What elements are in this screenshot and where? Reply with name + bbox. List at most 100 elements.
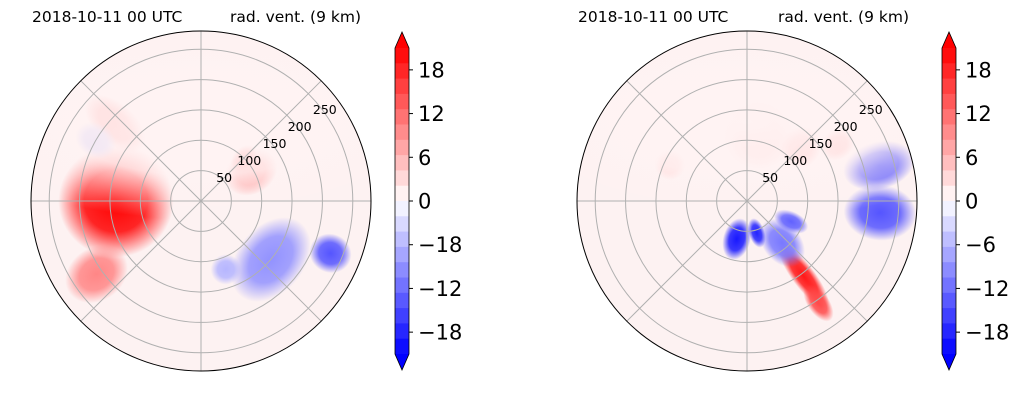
panel-title-date: 2018-10-11 00 UTC: [32, 8, 183, 26]
colorbar-band: [942, 246, 956, 263]
colorbar-tick-label: 0: [965, 190, 978, 214]
colorbar-tick-label: −6: [965, 233, 996, 257]
colorbar-band: [395, 63, 409, 80]
colorbar-band: [942, 338, 956, 355]
panel-title-date: 2018-10-11 00 UTC: [578, 8, 729, 26]
colorbar-tick-label: −12: [965, 277, 1009, 301]
colorbar-extend-min: [942, 354, 956, 370]
field-layer: [31, 31, 371, 371]
colorbar-band: [395, 124, 409, 141]
colorbar-band: [395, 308, 409, 324]
azimuth-line: [746, 200, 868, 322]
colorbar-band: [942, 155, 956, 171]
polar-grid: [31, 31, 371, 371]
plot-boundary: [30, 30, 372, 372]
colorbar-extend-max: [942, 32, 956, 48]
radar-panel: 2018-10-11 00 UTC rad. vent. (9 km) 50 10…: [30, 8, 462, 372]
panel-title-variable: rad. vent. (9 km): [778, 8, 909, 26]
colorbar-band: [942, 216, 956, 233]
colorbar-band: [395, 231, 409, 248]
colorbar-tick-label: 12: [965, 102, 992, 126]
azimuth-line: [80, 200, 202, 322]
colorbar-band: [942, 63, 956, 80]
colorbar-band: [395, 185, 409, 202]
azimuth-line: [746, 80, 868, 202]
colorbar-band: [395, 93, 409, 110]
colorbar-band: [395, 109, 409, 125]
colorbar-tick-label: 18: [418, 58, 445, 82]
range-tick-label: 50: [762, 170, 778, 185]
plot-boundary: [576, 30, 918, 372]
colorbar-band: [395, 139, 409, 156]
colorbar-tick-label: 0: [418, 190, 431, 214]
range-tick-label: 200: [288, 119, 312, 134]
range-tick-label: 200: [834, 119, 858, 134]
azimuth-line: [626, 200, 748, 322]
panel-title-variable: rad. vent. (9 km): [230, 8, 361, 26]
data-region: [309, 233, 352, 274]
colorbar-outline: [941, 31, 957, 371]
colorbar-band: [942, 292, 956, 309]
colorbar-extend-max: [395, 32, 409, 48]
colorbar: 18 12 6 0 −6 −12 −18: [941, 31, 1009, 371]
data-region: [65, 245, 128, 304]
colorbar-band: [395, 323, 409, 340]
colorbar-band: [942, 78, 956, 95]
colorbar-tick-label: −18: [418, 321, 462, 345]
colorbar-band: [942, 323, 956, 340]
data-region: [722, 218, 752, 260]
data-region: [210, 254, 242, 285]
range-tick-label: 150: [809, 136, 833, 151]
colorbar-band: [395, 246, 409, 263]
polar-grid: [577, 31, 917, 371]
radar-panel: 2018-10-11 00 UTC rad. vent. (9 km) 50 10…: [547, 0, 1028, 401]
azimuth-line: [200, 80, 322, 202]
colorbar-band: [395, 277, 409, 294]
colorbar-tick-label: 12: [418, 102, 445, 126]
data-region: [747, 218, 766, 248]
colorbar-band: [395, 48, 409, 64]
range-tick-label: 250: [313, 102, 337, 117]
colorbar-band: [942, 201, 956, 217]
colorbar-tick-label: −18: [418, 233, 462, 257]
colorbar-band: [942, 139, 956, 156]
colorbar-band: [395, 155, 409, 171]
data-region: [31, 31, 371, 220]
colorbar-band: [942, 48, 956, 64]
colorbar-outline: [394, 31, 410, 371]
azimuth-line: [626, 80, 748, 202]
colorbar-band: [942, 231, 956, 248]
colorbar-band: [395, 201, 409, 217]
colorbar-band: [942, 124, 956, 141]
colorbar-band: [395, 170, 409, 187]
range-tick-label: 100: [237, 153, 261, 168]
range-tick-label: 250: [859, 102, 883, 117]
colorbar-tick-label: 18: [965, 58, 992, 82]
colorbar-band: [395, 292, 409, 309]
range-tick-label: 100: [783, 153, 807, 168]
colorbar-band: [942, 93, 956, 110]
colorbar-band: [942, 277, 956, 294]
colorbar-tick-label: −12: [418, 277, 462, 301]
colorbar-tick-label: 6: [418, 146, 431, 170]
colorbar-band: [942, 262, 956, 278]
colorbar-band: [942, 185, 956, 202]
azimuth-line: [200, 200, 322, 322]
colorbar-band: [395, 78, 409, 95]
colorbar-band: [942, 170, 956, 187]
colorbar-band: [395, 338, 409, 355]
colorbar-band: [395, 262, 409, 278]
data-region: [803, 284, 834, 322]
range-tick-label: 150: [263, 136, 287, 151]
range-tick-label: 50: [216, 170, 232, 185]
azimuth-line: [80, 80, 202, 202]
colorbar-tick-label: 6: [965, 146, 978, 170]
colorbar-tick-label: −18: [965, 321, 1009, 345]
colorbar-band: [942, 308, 956, 324]
colorbar-band: [395, 216, 409, 233]
colorbar-extend-min: [395, 354, 409, 370]
colorbar: 18 12 6 0 −18 −12 −18: [394, 31, 462, 371]
